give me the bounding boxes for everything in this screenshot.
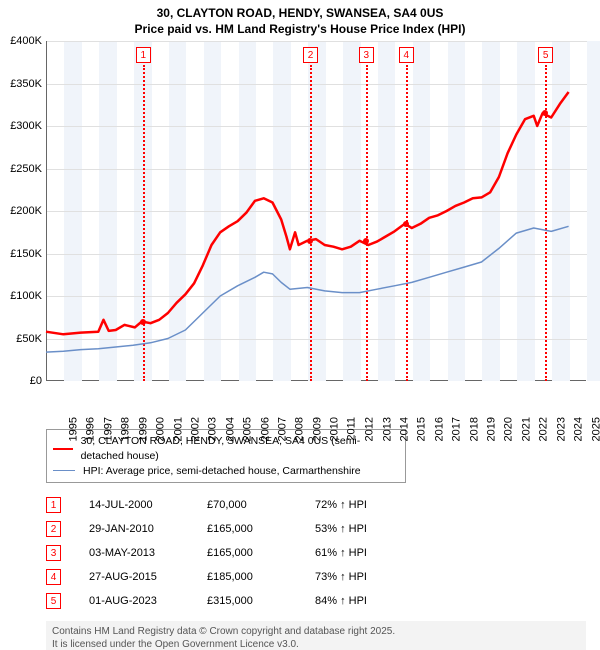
tx-price: £165,000 [207,547,287,559]
y-tick-label: £50K [0,334,42,345]
tx-row-marker: 4 [46,569,61,585]
series-svg [46,41,586,381]
x-tick-label: 2014 [398,417,410,441]
x-tick-label: 2005 [242,417,254,441]
x-tick-label: 2012 [364,417,376,441]
y-tick-label: £250K [0,164,42,175]
tx-price: £165,000 [207,523,287,535]
y-tick-label: £300K [0,121,42,132]
tx-date: 03-MAY-2013 [89,547,179,559]
x-tick-label: 2023 [555,417,567,441]
x-tick-label: 1998 [120,417,132,441]
x-tick-label: 2018 [468,417,480,441]
x-tick-label: 2002 [189,417,201,441]
tx-row: 3 03-MAY-2013 £165,000 61% ↑ HPI [46,541,600,565]
x-tick-label: 2020 [503,417,515,441]
x-tick-label: 2006 [259,417,271,441]
tx-price: £70,000 [207,499,287,511]
y-tick-label: £150K [0,249,42,260]
x-tick-label: 2003 [207,417,219,441]
tx-hpi: 84% ↑ HPI [315,595,405,607]
chart-area: 12345 £0£50K£100K£150K£200K£250K£300K£35… [46,41,586,381]
y-tick-label: £400K [0,36,42,47]
x-tick-label: 2008 [294,417,306,441]
tx-price: £185,000 [207,571,287,583]
x-tick-label: 2021 [520,417,532,441]
tx-hpi: 53% ↑ HPI [315,523,405,535]
x-tick-label: 2017 [451,417,463,441]
tx-hpi: 72% ↑ HPI [315,499,405,511]
tx-date: 01-AUG-2023 [89,595,179,607]
x-tick-label: 2013 [381,417,393,441]
chart-title: 30, CLAYTON ROAD, HENDY, SWANSEA, SA4 0U… [0,0,600,37]
x-tick-label: 2009 [311,417,323,441]
x-tick-label: 1999 [137,417,149,441]
y-tick-label: £350K [0,79,42,90]
tx-price: £315,000 [207,595,287,607]
tx-row: 1 14-JUL-2000 £70,000 72% ↑ HPI [46,493,600,517]
x-tick-label: 2010 [329,417,341,441]
x-tick-label: 2011 [345,417,357,441]
x-tick-label: 2022 [538,417,550,441]
legend-row: HPI: Average price, semi-detached house,… [53,464,399,479]
tx-row-marker: 2 [46,521,61,537]
x-tick-label: 2004 [224,417,236,441]
y-tick-label: £200K [0,206,42,217]
tx-row: 5 01-AUG-2023 £315,000 84% ↑ HPI [46,589,600,613]
tx-row-marker: 1 [46,497,61,513]
x-tick-label: 2000 [155,417,167,441]
tx-hpi: 61% ↑ HPI [315,547,405,559]
tx-row: 2 29-JAN-2010 £165,000 53% ↑ HPI [46,517,600,541]
x-tick-label: 1996 [85,417,97,441]
y-tick-label: £0 [0,376,42,387]
x-tick-label: 2025 [590,417,600,441]
x-tick-label: 1995 [67,417,79,441]
x-tick-label: 2001 [172,417,184,441]
x-tick-label: 1997 [102,417,114,441]
x-tick-label: 2007 [277,417,289,441]
x-tick-label: 2015 [416,417,428,441]
legend-swatch [53,448,73,450]
footer-note: Contains HM Land Registry data © Crown c… [46,621,586,650]
tx-row-marker: 3 [46,545,61,561]
legend-label: HPI: Average price, semi-detached house,… [83,464,361,479]
tx-date: 14-JUL-2000 [89,499,179,511]
x-tick-label: 2016 [433,417,445,441]
tx-hpi: 73% ↑ HPI [315,571,405,583]
transaction-table: 1 14-JUL-2000 £70,000 72% ↑ HPI 2 29-JAN-2010… [46,493,600,613]
tx-date: 29-JAN-2010 [89,523,179,535]
y-tick-label: £100K [0,291,42,302]
x-tick-label: 2019 [486,417,498,441]
tx-row-marker: 5 [46,593,61,609]
tx-row: 4 27-AUG-2015 £185,000 73% ↑ HPI [46,565,600,589]
x-tick-label: 2024 [573,417,585,441]
legend-swatch [53,470,75,471]
tx-date: 27-AUG-2015 [89,571,179,583]
